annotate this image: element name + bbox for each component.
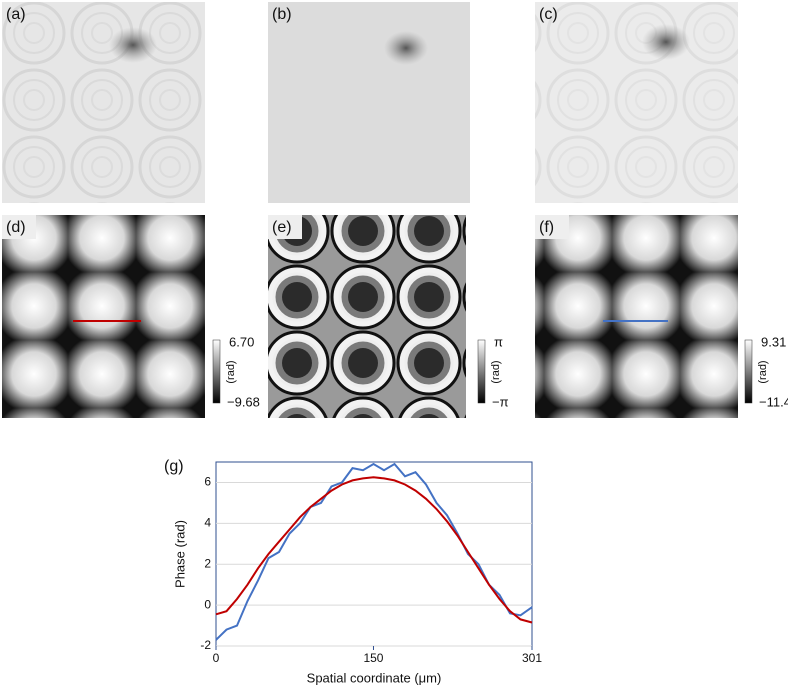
x-tick-label: 0 [213,651,220,665]
panel-label: (b) [272,6,292,23]
y-tick-label: 4 [204,516,211,530]
colorbar-max: π [494,334,503,349]
x-axis-label: Spatial coordinate (μm) [307,670,442,685]
label-box [535,215,569,239]
colorbar-min: −π [492,394,509,409]
y-axis-label: Phase (rad) [172,520,187,588]
label-box [268,215,302,239]
data-line [215,476,533,624]
colorbar-min: −11.4 [759,394,788,409]
plot-frame [215,461,533,647]
panel-label: (d) [6,219,26,236]
colorbar-unit: (rad) [757,360,769,383]
y-tick-label: -2 [200,638,211,652]
panel-label: (e) [272,219,292,236]
panel-label: (f) [539,219,554,236]
chart-label: (g) [164,458,184,475]
colorbar-min: −9.68 [227,394,260,409]
x-tick-label: 301 [522,651,542,665]
panel-label: (c) [539,6,558,23]
y-tick-label: 6 [204,475,211,489]
colorbar-max: 6.70 [229,334,254,349]
colorbar-unit: (rad) [490,360,502,383]
panel-images [2,2,753,418]
colorbar-max: 9.31 [761,334,786,349]
label-box [2,215,36,239]
y-tick-label: 0 [204,597,211,611]
y-tick-label: 2 [204,556,211,570]
panel-label: (a) [6,6,26,23]
colorbar-unit: (rad) [225,360,237,383]
data-line [215,462,533,641]
x-tick-label: 150 [363,651,383,665]
